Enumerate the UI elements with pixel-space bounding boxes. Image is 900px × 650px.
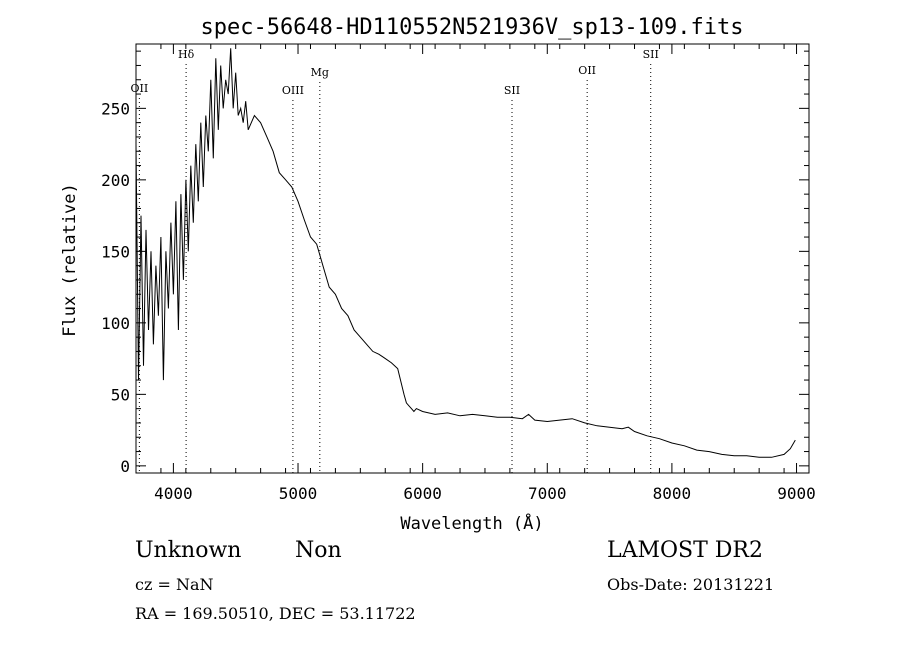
x-axis-label: Wavelength (Å) (400, 512, 543, 534)
spectral-line-label: Mg (311, 66, 329, 79)
chart-title: spec-56648-HD110552N521936V_sp13-109.fit… (200, 15, 743, 40)
series-layer (135, 48, 796, 458)
spectral-line-label: OII (578, 64, 596, 77)
axis-ticks: 4000 5000 6000 7000 8000 9000 0 50 100 150 200 250 (101, 44, 816, 503)
redshift-info: cz = NaN (135, 575, 214, 594)
plot-frame (135, 43, 810, 474)
y-tick-label-4: 200 (101, 171, 130, 190)
x-tick-label-2: 6000 (403, 484, 442, 503)
spectrum-chart: spec-56648-HD110552N521936V_sp13-109.fit… (60, 15, 816, 534)
y-tick-label-2: 100 (101, 314, 130, 333)
spectral-line-label: OII (131, 82, 149, 95)
spectral-line-label: SII (504, 84, 520, 97)
spectrum-line-0 (135, 48, 796, 458)
y-tick-label-0: 0 (120, 457, 130, 476)
coordinates: RA = 169.50510, DEC = 53.11722 (135, 604, 416, 623)
y-tick-label-3: 150 (101, 242, 130, 261)
x-tick-label-3: 7000 (528, 484, 567, 503)
x-tick-label-0: 4000 (154, 484, 193, 503)
x-tick-label-1: 5000 (279, 484, 318, 503)
x-tick-label-4: 8000 (653, 484, 692, 503)
spectral-line-label: OIII (282, 84, 304, 97)
y-axis-label: Flux (relative) (60, 183, 80, 337)
spectral-line-label: SII (643, 48, 659, 61)
spectral-line-label: Hδ (178, 48, 195, 61)
spectral-line-markers: OII Hδ OIII Mg SII OII SII (131, 48, 659, 473)
object-subclass: Non (295, 538, 342, 563)
y-tick-label-5: 250 (101, 99, 130, 118)
observation-date: Obs-Date: 20131221 (607, 575, 775, 594)
x-tick-label-5: 9000 (777, 484, 816, 503)
survey-name: LAMOST DR2 (607, 538, 763, 563)
y-tick-label-1: 50 (111, 385, 130, 404)
object-class: Unknown (135, 538, 242, 563)
